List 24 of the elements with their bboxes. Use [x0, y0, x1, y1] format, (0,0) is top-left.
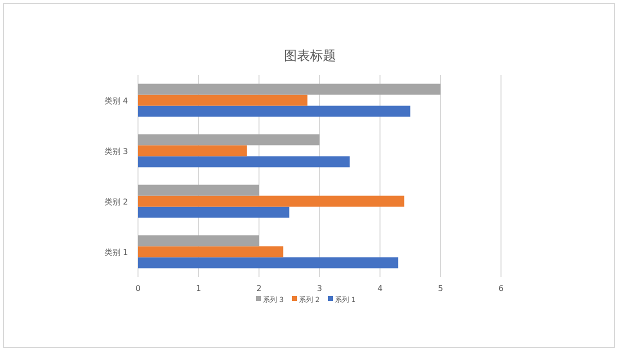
bar [138, 184, 259, 196]
bar [138, 106, 410, 117]
bar [138, 156, 350, 168]
bar [138, 196, 404, 207]
x-tick-label: 0 [135, 284, 141, 293]
bar [138, 246, 284, 258]
bar [138, 206, 290, 218]
x-tick-label: 6 [498, 284, 504, 293]
x-tick-label: 4 [377, 284, 383, 293]
bar [138, 94, 308, 106]
chart-title: 图表标题 [284, 49, 336, 64]
y-tick-label: 类别 3 [104, 146, 128, 156]
x-tick-label: 3 [316, 284, 322, 293]
bar [138, 257, 398, 268]
bar [138, 235, 259, 246]
x-tick-label: 5 [438, 284, 444, 293]
y-tick-label: 类别 4 [104, 96, 128, 106]
y-tick-label: 类别 1 [104, 248, 128, 257]
y-tick-label: 类别 2 [104, 197, 128, 206]
bar [138, 145, 247, 156]
bar [138, 84, 440, 95]
x-tick-label: 1 [196, 284, 202, 293]
bar [138, 134, 320, 146]
x-tick-label: 2 [256, 284, 262, 293]
